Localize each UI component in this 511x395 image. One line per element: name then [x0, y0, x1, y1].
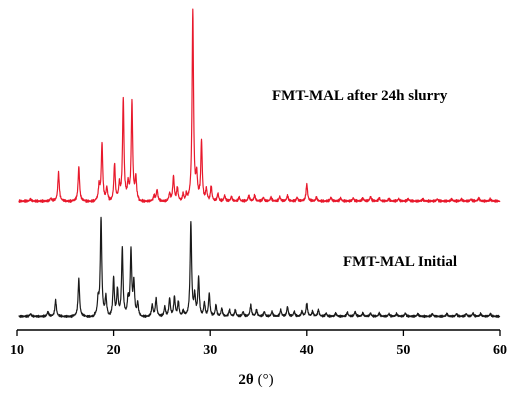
x-tick-label: 60	[493, 343, 507, 358]
x-tick-label: 20	[107, 343, 121, 358]
x-tick-label: 30	[203, 343, 217, 358]
x-tick-label: 50	[396, 343, 410, 358]
x-axis-label: 2θ (°)	[238, 372, 273, 388]
series-line-initial	[18, 216, 501, 319]
series-label-after-slurry: FMT-MAL after 24h slurry	[272, 88, 448, 104]
x-axis-label-main: 2θ	[238, 372, 254, 388]
x-tick-label: 40	[300, 343, 314, 358]
x-tick-label: 10	[10, 343, 24, 358]
x-axis-ticks: 10 20 30 40 50 60	[10, 330, 507, 358]
x-axis-label-unit: (°)	[258, 372, 274, 388]
series-line-after-slurry	[18, 8, 501, 204]
series-label-initial: FMT-MAL Initial	[343, 254, 457, 270]
